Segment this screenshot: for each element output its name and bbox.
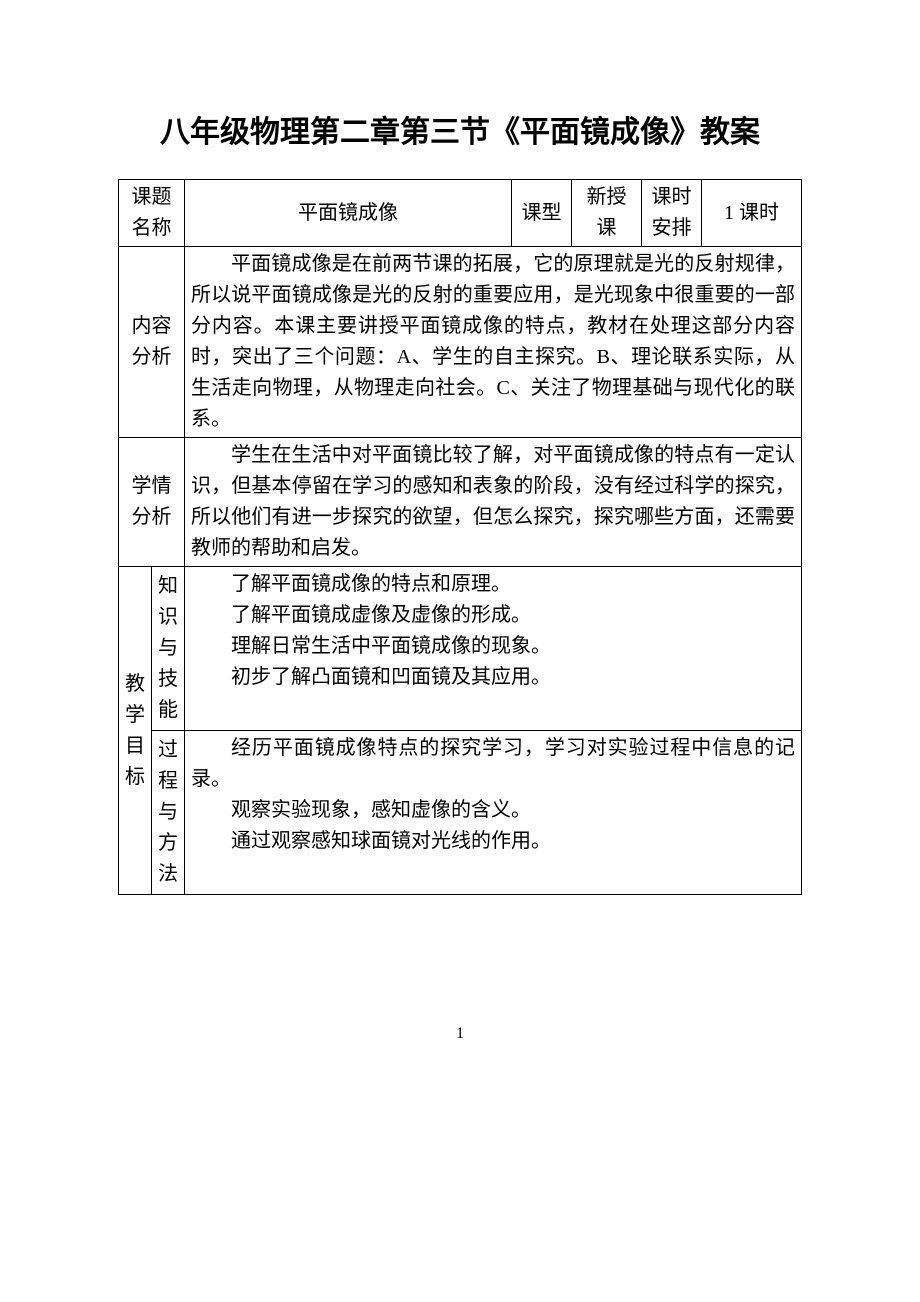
table-row: 内容分析 平面镜成像是在前两节课的拓展，它的原理就是光的反射规律，所以说平面镜成… <box>119 247 802 438</box>
period-label: 课时安排 <box>642 180 702 247</box>
content-analysis-text: 平面镜成像是在前两节课的拓展，它的原理就是光的反射规律，所以说平面镜成像是光的反… <box>185 247 802 438</box>
lesson-plan-table: 课题名称 平面镜成像 课型 新授课 课时安排 1 课时 内容分析 平面镜成像是在… <box>118 179 802 895</box>
table-row: 过程与方法 经历平面镜成像特点的探究学习，学习对实验过程中信息的记录。 观察实验… <box>119 731 802 895</box>
topic-label: 课题名称 <box>119 180 185 247</box>
type-label: 课型 <box>512 180 572 247</box>
content-analysis-label: 内容分析 <box>119 247 185 438</box>
table-row: 教学目标 知识与技能 了解平面镜成像的特点和原理。 了解平面镜成虚像及虚像的形成… <box>119 567 802 731</box>
period-value: 1 课时 <box>702 180 802 247</box>
table-row: 学情分析 学生在生活中对平面镜比较了解，对平面镜成像的特点有一定认识，但基本停留… <box>119 438 802 567</box>
student-analysis-label: 学情分析 <box>119 438 185 567</box>
topic-value: 平面镜成像 <box>185 180 512 247</box>
process-text: 经历平面镜成像特点的探究学习，学习对实验过程中信息的记录。 观察实验现象，感知虚… <box>185 731 802 895</box>
objectives-group-label: 教学目标 <box>119 567 152 895</box>
process-label: 过程与方法 <box>152 731 185 895</box>
student-analysis-text: 学生在生活中对平面镜比较了解，对平面镜成像的特点有一定认识，但基本停留在学习的感… <box>185 438 802 567</box>
type-value: 新授课 <box>572 180 642 247</box>
page-number: 1 <box>118 1025 802 1043</box>
knowledge-label: 知识与技能 <box>152 567 185 731</box>
knowledge-text: 了解平面镜成像的特点和原理。 了解平面镜成虚像及虚像的形成。 理解日常生活中平面… <box>185 567 802 731</box>
page-title: 八年级物理第二章第三节《平面镜成像》教案 <box>118 110 802 155</box>
table-row: 课题名称 平面镜成像 课型 新授课 课时安排 1 课时 <box>119 180 802 247</box>
